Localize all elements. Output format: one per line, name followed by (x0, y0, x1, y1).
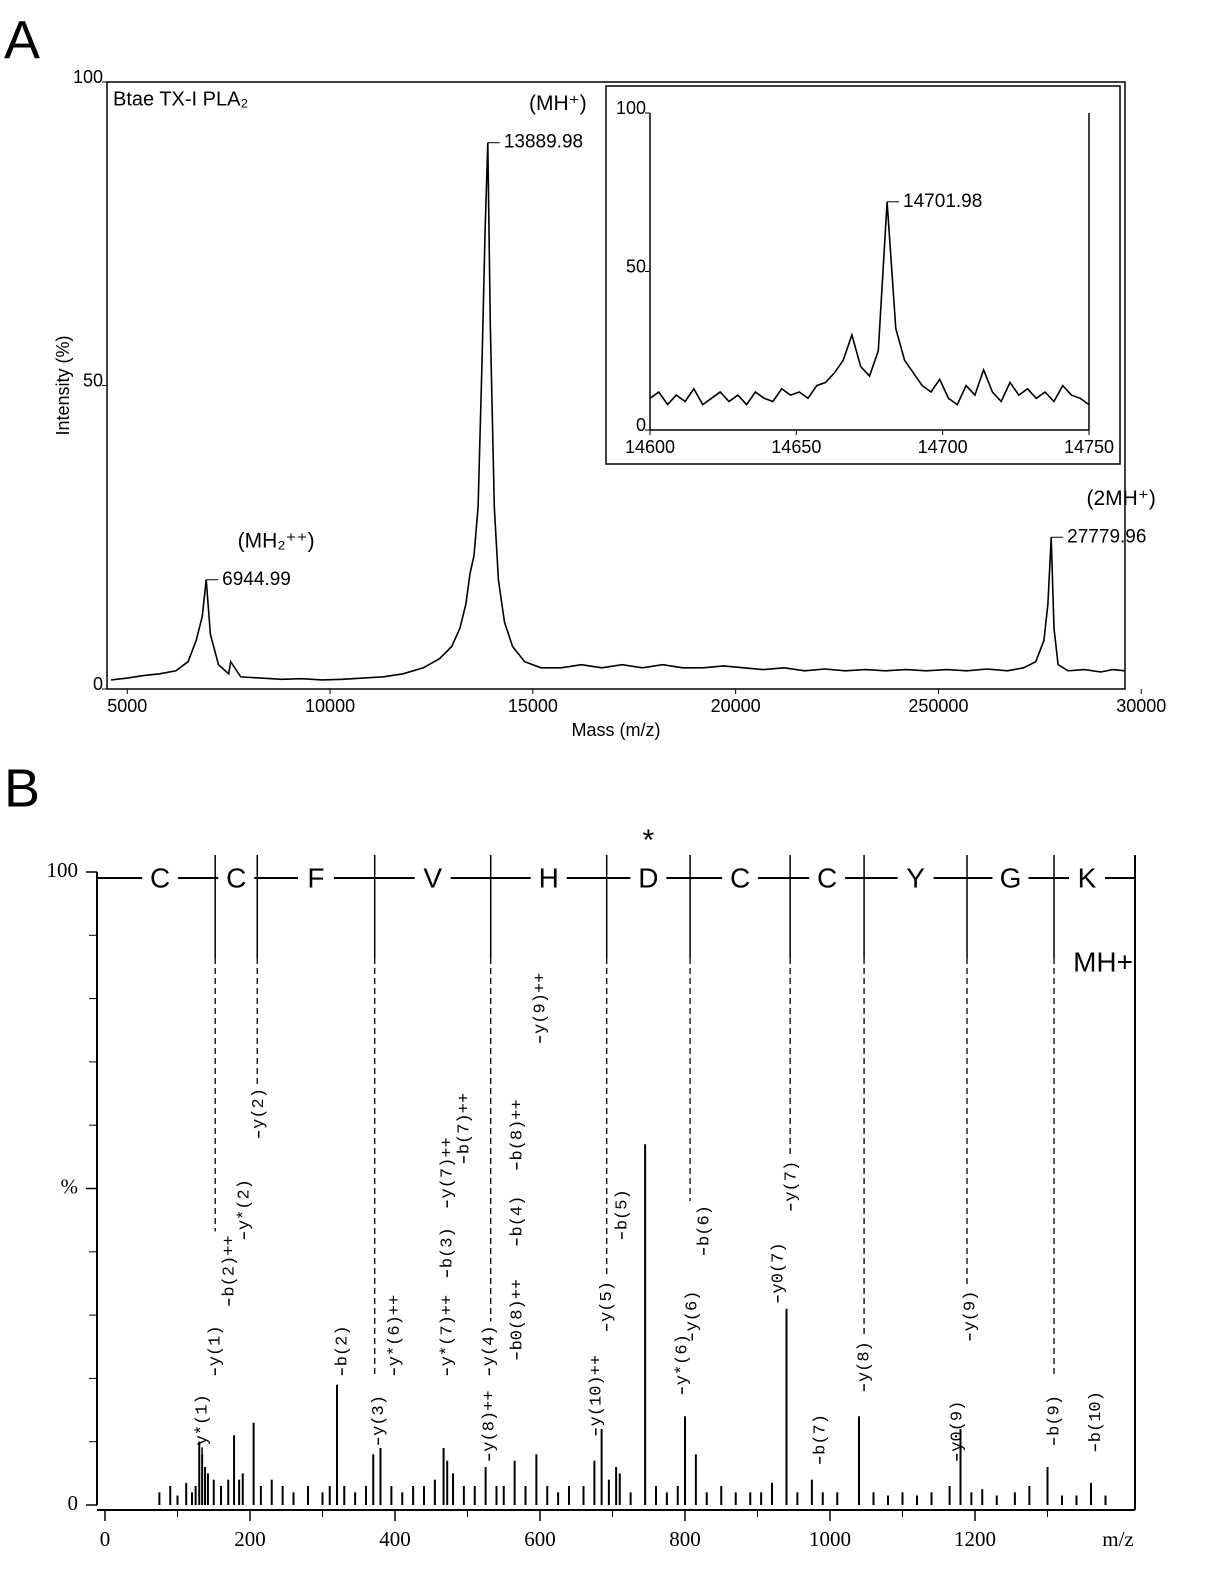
fragment-label: y*(1) (194, 1394, 213, 1445)
residue-gap (992, 864, 1029, 892)
residue-gap (414, 864, 451, 892)
fragment-label: b(7)++ (455, 1093, 474, 1154)
fragment-label: y(1) (207, 1325, 226, 1366)
fragment-label: b(7) (811, 1414, 830, 1455)
spectrum-line (649, 201, 1090, 406)
residue: C (817, 862, 837, 893)
residue: F (307, 862, 324, 893)
fragment-label: b(5) (613, 1189, 632, 1230)
x-tick-label: 1200 (954, 1527, 996, 1551)
fragment-label: y0(9) (948, 1401, 967, 1452)
x-tick-label: 200 (234, 1527, 266, 1551)
x-tick-label: 14600 (625, 437, 675, 457)
residue-gap (809, 864, 846, 892)
x-tick-label: 20000 (711, 696, 761, 716)
y-axis-label: Intensity (%) (53, 335, 73, 435)
x-axis-label: Mass (m/z) (572, 720, 661, 740)
residue: C (730, 862, 750, 893)
precursor-label: MH+ (1073, 946, 1133, 977)
peak-label: 13889.98 (504, 132, 583, 153)
residue: C (226, 862, 246, 893)
x-tick-label: 800 (669, 1527, 701, 1551)
x-tick-label: 30000 (1116, 696, 1166, 716)
y-tick-label: 100 (73, 67, 103, 87)
x-tick-label: 15000 (508, 696, 558, 716)
y-tick-label: % (61, 1174, 79, 1198)
x-tick-label: 250000 (908, 696, 968, 716)
fragment-label: y*(6) (674, 1334, 693, 1385)
peak-label: 27779.96 (1067, 526, 1146, 547)
x-tick-label: 1000 (809, 1527, 851, 1551)
inset-frame (605, 85, 1121, 465)
y-tick-label: 100 (616, 98, 646, 118)
y-tick-label: 50 (626, 256, 646, 276)
spectrum-title: Btae TX-I PLA₂ (113, 88, 248, 110)
peak-label: 14701.98 (903, 191, 982, 212)
residue: C (150, 862, 170, 893)
fragment-label: y*(2) (236, 1179, 255, 1230)
residue-gap (630, 864, 667, 892)
fragment-label: y(3) (370, 1395, 389, 1436)
fragment-label: y(8) (856, 1341, 875, 1382)
fragment-label: y(10)++ (587, 1355, 606, 1426)
residue-gap (530, 864, 567, 892)
fragment-label: y(4) (481, 1325, 500, 1366)
y-tick-label: 0 (636, 415, 646, 435)
fragment-label: y(7) (782, 1161, 801, 1202)
residue-gap (722, 864, 759, 892)
fragment-label: y(8)++ (481, 1390, 500, 1451)
fragment-label: b(2)++ (220, 1235, 239, 1296)
fragment-label: b(6) (695, 1205, 714, 1246)
fragment-label: b(10) (1087, 1391, 1106, 1442)
panel-letter: B (4, 758, 40, 818)
fragment-label: b(9) (1046, 1395, 1065, 1436)
fragment-label: y*(7)++ (439, 1295, 458, 1366)
residue-gap (297, 864, 334, 892)
fragment-label: b(2) (334, 1325, 353, 1366)
x-tick-label: 400 (379, 1527, 411, 1551)
x-axis-label: m/z (1102, 1527, 1134, 1551)
residue: H (539, 862, 559, 893)
residue-gap (142, 864, 179, 892)
fragment-label: y(5) (598, 1281, 617, 1322)
residue: D (638, 862, 658, 893)
fragment-label: y(6) (684, 1291, 703, 1332)
x-tick-label: 14750 (1064, 437, 1114, 457)
fragment-label: b(3) (439, 1227, 458, 1268)
x-tick-label: 10000 (305, 696, 355, 716)
ion-label: (MH⁺) (529, 92, 587, 115)
fragment-label: b(4) (508, 1196, 527, 1237)
residue: Y (906, 862, 925, 893)
residue: V (423, 862, 442, 893)
residue-gap (218, 864, 255, 892)
spectrum-line (111, 142, 1126, 681)
y-tick-label: 0 (68, 1491, 79, 1515)
fragment-label: b(8)++ (508, 1099, 527, 1160)
x-tick-label: 14700 (918, 437, 968, 457)
fragment-label: y(7)++ (439, 1137, 458, 1198)
residue-mark: * (643, 824, 655, 857)
fragment-label: y(2) (250, 1088, 269, 1129)
residue-gap (1069, 864, 1106, 892)
ion-label: (2MH⁺) (1086, 487, 1155, 510)
residue-gap (897, 864, 934, 892)
peak-label: 6944.99 (222, 569, 291, 590)
x-tick-label: 600 (524, 1527, 556, 1551)
y-tick-label: 0 (93, 674, 103, 694)
fragment-label: y0(7) (769, 1242, 788, 1293)
fragment-label: y(9) (961, 1291, 980, 1332)
ion-label: (MH₂⁺⁺) (238, 529, 315, 552)
y-tick-label: 100 (47, 858, 79, 882)
y-tick-label: 50 (83, 370, 103, 390)
x-tick-label: 5000 (107, 696, 147, 716)
fragment-label: y(9)++ (531, 973, 550, 1034)
fragment-label: y*(6)++ (386, 1295, 405, 1366)
x-tick-label: 14650 (771, 437, 821, 457)
x-tick-label: 0 (100, 1527, 111, 1551)
fragment-label: b0(8)++ (508, 1279, 527, 1350)
residue: G (1000, 862, 1022, 893)
panel-letter: A (4, 10, 40, 70)
residue: K (1078, 862, 1097, 893)
